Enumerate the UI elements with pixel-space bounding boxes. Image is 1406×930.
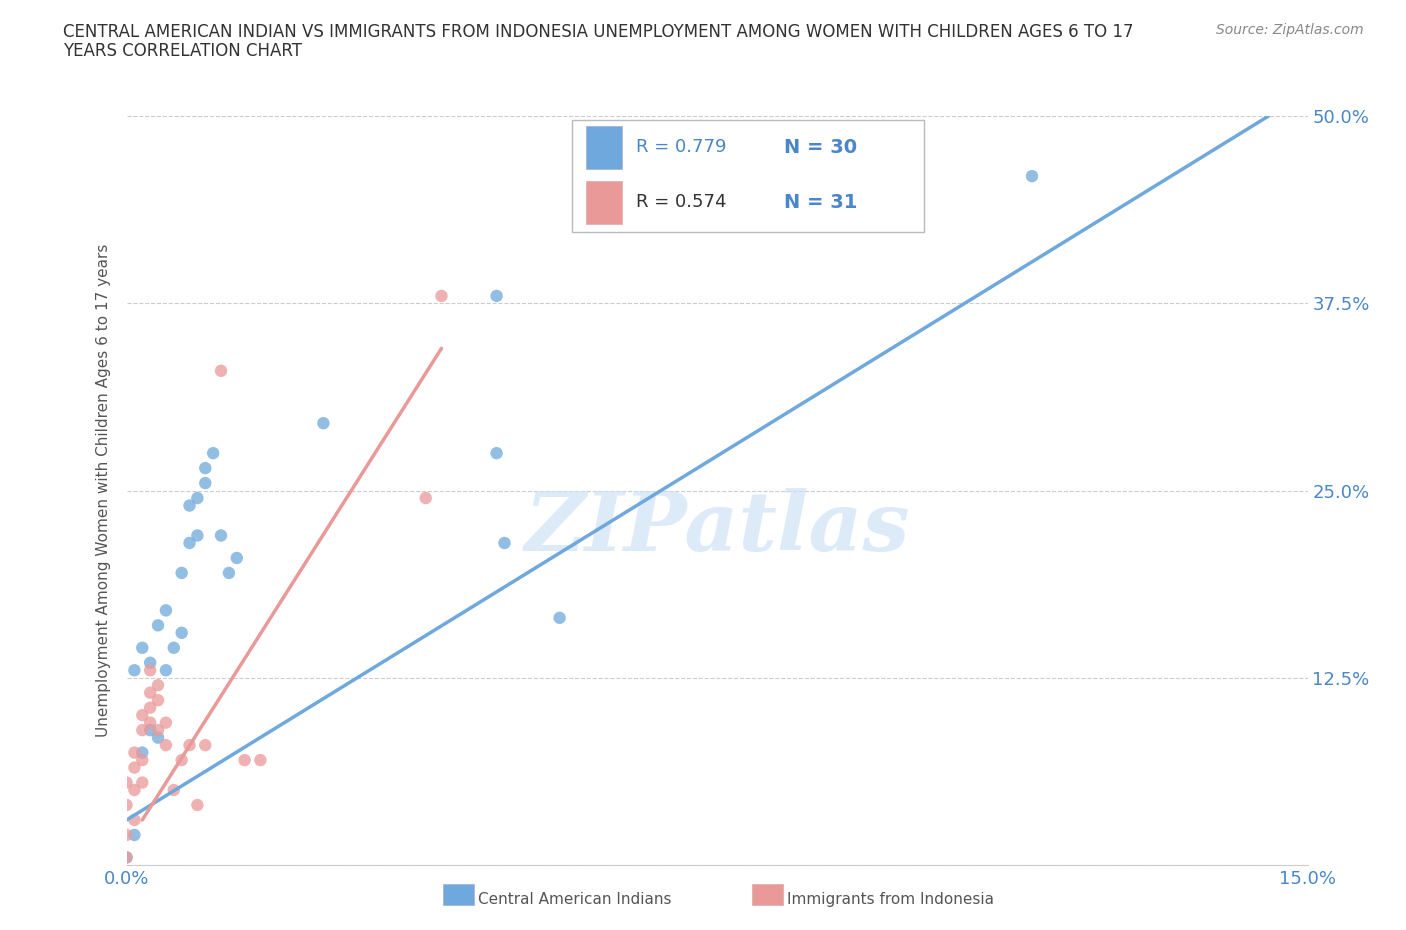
Point [139, 656, 162, 671]
Point [170, 565, 193, 580]
Point [124, 782, 146, 797]
Text: ZIPatlas: ZIPatlas [524, 488, 910, 568]
Point [115, 775, 138, 790]
Point [124, 813, 146, 828]
Point [155, 603, 177, 618]
Point [131, 723, 153, 737]
Point [131, 708, 153, 723]
Point [163, 782, 186, 797]
Point [179, 536, 201, 551]
Point [146, 618, 169, 632]
Point [131, 641, 153, 656]
Point [131, 752, 153, 767]
Point [186, 491, 208, 506]
Point [124, 828, 146, 843]
Point [146, 723, 169, 737]
Point [139, 715, 162, 730]
Point [124, 663, 146, 678]
Point [186, 798, 208, 813]
Point [218, 565, 240, 580]
Point [225, 551, 247, 565]
Point [115, 850, 138, 865]
Point [548, 610, 571, 625]
Point [139, 663, 162, 678]
Point [115, 850, 138, 865]
Y-axis label: Unemployment Among Women with Children Ages 6 to 17 years: Unemployment Among Women with Children A… [96, 244, 111, 737]
Point [179, 737, 201, 752]
Point [494, 536, 516, 551]
Bar [586, 180, 621, 224]
Point [146, 730, 169, 745]
Point [209, 528, 232, 543]
Text: Immigrants from Indonesia: Immigrants from Indonesia [787, 892, 994, 907]
Point [312, 416, 335, 431]
Point [170, 625, 193, 640]
Point [139, 700, 162, 715]
Point [249, 752, 271, 767]
Point [415, 491, 437, 506]
Point [170, 752, 193, 767]
Bar [586, 126, 621, 169]
Point [1021, 168, 1043, 183]
Point [155, 663, 177, 678]
Text: R = 0.574: R = 0.574 [637, 193, 727, 211]
Text: Central American Indians: Central American Indians [478, 892, 672, 907]
Point [155, 715, 177, 730]
Point [233, 752, 256, 767]
Text: CENTRAL AMERICAN INDIAN VS IMMIGRANTS FROM INDONESIA UNEMPLOYMENT AMONG WOMEN WI: CENTRAL AMERICAN INDIAN VS IMMIGRANTS FR… [63, 23, 1133, 41]
Text: N = 30: N = 30 [783, 138, 856, 157]
Point [124, 745, 146, 760]
Point [131, 775, 153, 790]
Point [131, 745, 153, 760]
Point [202, 445, 225, 460]
FancyBboxPatch shape [572, 120, 924, 232]
Point [430, 288, 453, 303]
Point [194, 475, 217, 490]
Point [179, 498, 201, 513]
Point [209, 364, 232, 379]
Point [485, 288, 508, 303]
Text: R = 0.779: R = 0.779 [637, 139, 727, 156]
Point [163, 641, 186, 656]
Point [146, 678, 169, 693]
Point [124, 760, 146, 775]
Point [115, 828, 138, 843]
Point [485, 445, 508, 460]
Point [139, 723, 162, 737]
Point [115, 798, 138, 813]
Point [194, 460, 217, 475]
Point [139, 685, 162, 700]
Point [186, 528, 208, 543]
Point [146, 693, 169, 708]
Point [155, 737, 177, 752]
Text: Source: ZipAtlas.com: Source: ZipAtlas.com [1216, 23, 1364, 37]
Point [194, 737, 217, 752]
Text: YEARS CORRELATION CHART: YEARS CORRELATION CHART [63, 42, 302, 60]
Text: N = 31: N = 31 [783, 193, 858, 212]
